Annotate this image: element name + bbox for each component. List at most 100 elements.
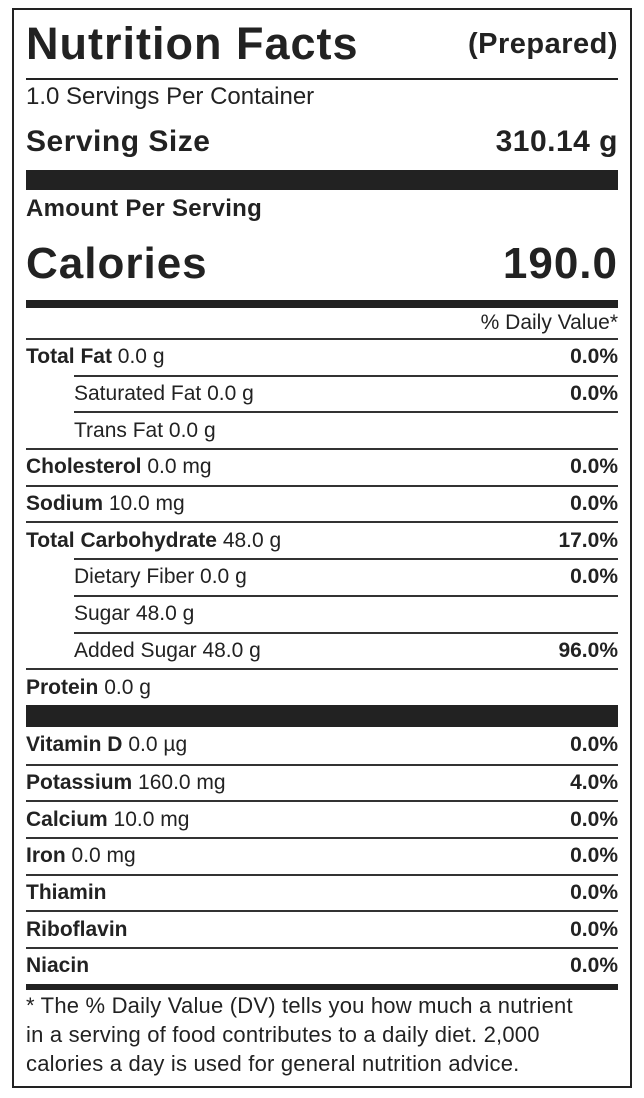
divider (26, 300, 618, 308)
nutrient-name: Total Carbohydrate (26, 528, 217, 552)
nutrient: Total Carbohydrate 48.0 g (26, 529, 281, 553)
nutrient-name: Cholesterol (26, 455, 142, 479)
nutrient: Sodium 10.0 mg (26, 492, 185, 516)
nutrient-dv: 0.0% (570, 382, 618, 406)
nutrient-amount: 10.0 mg (108, 492, 185, 516)
nutrient: Cholesterol 0.0 mg (26, 455, 212, 479)
nutrient-amount: 0.0 mg (147, 455, 212, 479)
amount-per-serving: Amount Per Serving (26, 195, 263, 222)
vitamin-row: Vitamin D 0.0 µg 0.0% (26, 727, 618, 764)
vitamin-row: Iron 0.0 mg 0.0% (26, 836, 618, 874)
nutrient-dv: 96.0% (558, 638, 618, 662)
nutrient-amount: 48.0 g (222, 528, 282, 552)
nutrient-dv: 0.0% (570, 565, 618, 589)
nutrient-amount: 0.0 g (117, 345, 165, 369)
serving-size-value: 310.14 g (495, 125, 618, 158)
nutrient-amount: 0.0 mg (71, 844, 136, 868)
nutrient-amount: 0.0 g (200, 565, 247, 589)
footnote-line: calories a day is used for general nutri… (26, 1050, 520, 1076)
nutrient-dv: 0.0% (570, 844, 618, 868)
nutrient-amount: 0.0 g (168, 418, 216, 442)
nutrient-row: Added Sugar 48.0 g 96.0% (74, 631, 618, 669)
nutrient-name: Thiamin (26, 880, 107, 904)
nutrient-name: Total Fat (26, 345, 112, 369)
nutrient: Protein 0.0 g (26, 676, 151, 700)
nutrient-row: Total Fat 0.0 g 0.0% (26, 338, 618, 375)
nutrient-name: Saturated Fat (74, 382, 202, 406)
nutrient-dv: 0.0% (570, 455, 618, 479)
nutrient-name: Potassium (26, 770, 133, 794)
vitamin-row: Niacin 0.0% (26, 947, 618, 984)
divider (26, 78, 618, 80)
nutrient-dv: 17.0% (558, 528, 618, 552)
nutrient-dv: 0.0% (570, 880, 618, 904)
nutrient: Sugar 48.0 g (74, 602, 194, 626)
nutrient: Trans Fat 0.0 g (74, 419, 216, 443)
nutrient-amount: 0.0 µg (128, 733, 188, 757)
nutrient-row: Sodium 10.0 mg 0.0% (26, 484, 618, 522)
nutrient-amount: 0.0 g (207, 382, 254, 406)
nutrient-name: Dietary Fiber (74, 565, 195, 589)
nutrient-dv: 0.0% (570, 733, 618, 757)
vitamin-row: Calcium 10.0 mg 0.0% (26, 800, 618, 837)
nutrient-name: Sodium (26, 492, 103, 516)
nutrient-amount: 10.0 mg (113, 807, 190, 831)
nutrition-label: Nutrition Facts (Prepared) 1.0 Servings … (12, 8, 632, 1088)
nutrient-name: Added Sugar (74, 638, 197, 662)
footnote-line: in a serving of food contributes to a da… (26, 1021, 540, 1047)
vitamin-row: Thiamin 0.0% (26, 873, 618, 911)
calories-label: Calories (26, 239, 208, 288)
nutrient-name: Protein (26, 675, 99, 699)
title: Nutrition Facts (26, 18, 359, 69)
nutrient: Potassium 160.0 mg (26, 771, 226, 795)
servings: 1.0 Servings Per Container (26, 83, 315, 110)
footnote: * The % Daily Value (DV) tells you how m… (26, 990, 618, 1078)
nutrient-dv: 0.0% (570, 492, 618, 516)
nutrient: Total Fat 0.0 g (26, 345, 165, 369)
nutrient: Iron 0.0 mg (26, 844, 136, 868)
nutrient-row: Cholesterol 0.0 mg 0.0% (26, 448, 618, 485)
nutrient-amount: 0.0 g (104, 675, 151, 699)
divider (26, 983, 618, 990)
nutrient-name: Calcium (26, 807, 108, 831)
nutrient-name: Trans Fat (74, 418, 164, 442)
nutrient-name: Iron (26, 844, 66, 868)
nutrient: Vitamin D 0.0 µg (26, 733, 187, 757)
daily-value-header: % Daily Value* (26, 308, 618, 338)
nutrient-name: Riboflavin (26, 917, 128, 941)
vitamin-row: Riboflavin 0.0% (26, 910, 618, 947)
serving-size-row: Serving Size 310.14 g (26, 114, 618, 170)
daily-value-header-text: % Daily Value* (480, 311, 618, 334)
subtitle: (Prepared) (467, 27, 618, 60)
nutrient-row: Protein 0.0 g (26, 668, 618, 705)
nutrient-amount: 160.0 mg (138, 770, 226, 794)
nutrient: Dietary Fiber 0.0 g (74, 565, 247, 589)
divider (26, 170, 618, 190)
nutrient-row: Trans Fat 0.0 g (74, 411, 618, 448)
serving-size-label: Serving Size (26, 125, 211, 158)
nutrient-dv: 0.0% (570, 345, 618, 369)
nutrient-row: Saturated Fat 0.0 g 0.0% (74, 374, 618, 412)
footnote-line: * The % Daily Value (DV) tells you how m… (26, 992, 573, 1018)
nutrient-dv: 0.0% (570, 807, 618, 831)
nutrient-dv: 0.0% (570, 917, 618, 941)
nutrient-amount: 48.0 g (135, 602, 195, 626)
vitamin-row: Potassium 160.0 mg 4.0% (26, 763, 618, 801)
calories-value: 190.0 (502, 239, 618, 288)
nutrient-dv: 4.0% (570, 770, 618, 794)
title-row: Nutrition Facts (Prepared) (26, 10, 618, 78)
nutrient: Calcium 10.0 mg (26, 808, 189, 832)
nutrient-row: Sugar 48.0 g (74, 594, 618, 632)
nutrient: Added Sugar 48.0 g (74, 639, 261, 663)
nutrient-row: Total Carbohydrate 48.0 g 17.0% (26, 521, 618, 558)
nutrient-row: Dietary Fiber 0.0 g 0.0% (74, 558, 618, 595)
nutrient-name: Niacin (26, 954, 90, 978)
nutrient-name: Vitamin D (26, 733, 123, 757)
nutrient-dv: 0.0% (570, 954, 618, 978)
nutrient-amount: 48.0 g (202, 638, 261, 662)
divider (26, 704, 618, 727)
nutrient: Saturated Fat 0.0 g (74, 382, 254, 406)
nutrient-name: Sugar (74, 602, 131, 626)
calories-row: Calories 190.0 (26, 228, 618, 300)
